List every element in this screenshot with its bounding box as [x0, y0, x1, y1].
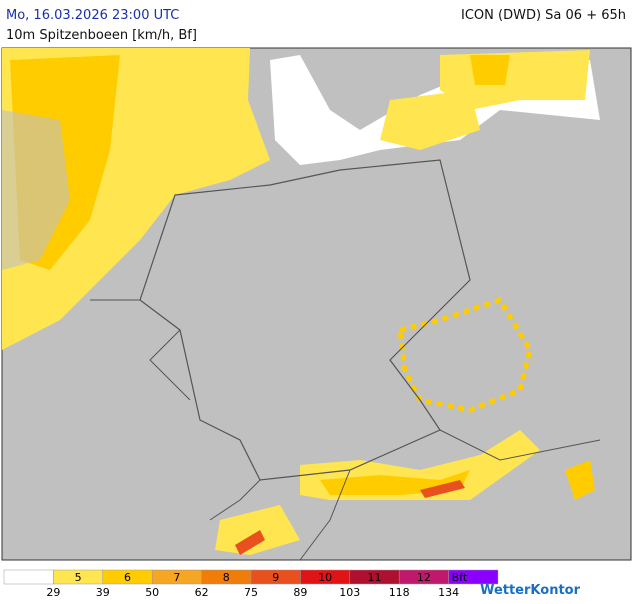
map	[1, 47, 632, 561]
legend-threshold: 62	[195, 586, 209, 599]
model: ICON (DWD) Sa 06 + 65h	[461, 8, 626, 23]
czech-gusts	[397, 296, 533, 413]
legend-label: 7	[173, 571, 180, 584]
legend-label: 11	[368, 571, 382, 584]
legend-swatch	[448, 569, 499, 585]
legend-label: 12	[417, 571, 431, 584]
legend-label: 8	[223, 571, 230, 584]
legend-threshold: 89	[293, 586, 307, 599]
sea-gusts	[380, 90, 480, 150]
legend-threshold: 118	[389, 586, 410, 599]
legend-label: 10	[318, 571, 332, 584]
legend-swatch	[3, 569, 54, 585]
legend-threshold: 29	[46, 586, 60, 599]
alps-gusts	[215, 505, 300, 555]
legend-threshold: 103	[339, 586, 360, 599]
legend-threshold: 50	[145, 586, 159, 599]
subtitle: 10m Spitzenboeen [km/h, Bf]	[6, 28, 197, 43]
alps-gusts	[420, 480, 465, 498]
brand: WetterKontor	[480, 583, 581, 598]
borders	[90, 299, 601, 561]
title: Mo, 16.03.2026 23:00 UTC	[6, 8, 179, 23]
legend-threshold: 39	[96, 586, 110, 599]
gusts	[565, 460, 595, 500]
alps-gusts	[235, 530, 265, 555]
legend-threshold: 134	[438, 586, 459, 599]
legend-threshold: 75	[244, 586, 258, 599]
land	[2, 110, 70, 270]
legend-label: 6	[124, 571, 131, 584]
legend-label: 5	[75, 571, 82, 584]
strong-gusts	[470, 55, 510, 85]
legend-label: Bft	[452, 571, 468, 584]
legend-label: 9	[272, 571, 279, 584]
